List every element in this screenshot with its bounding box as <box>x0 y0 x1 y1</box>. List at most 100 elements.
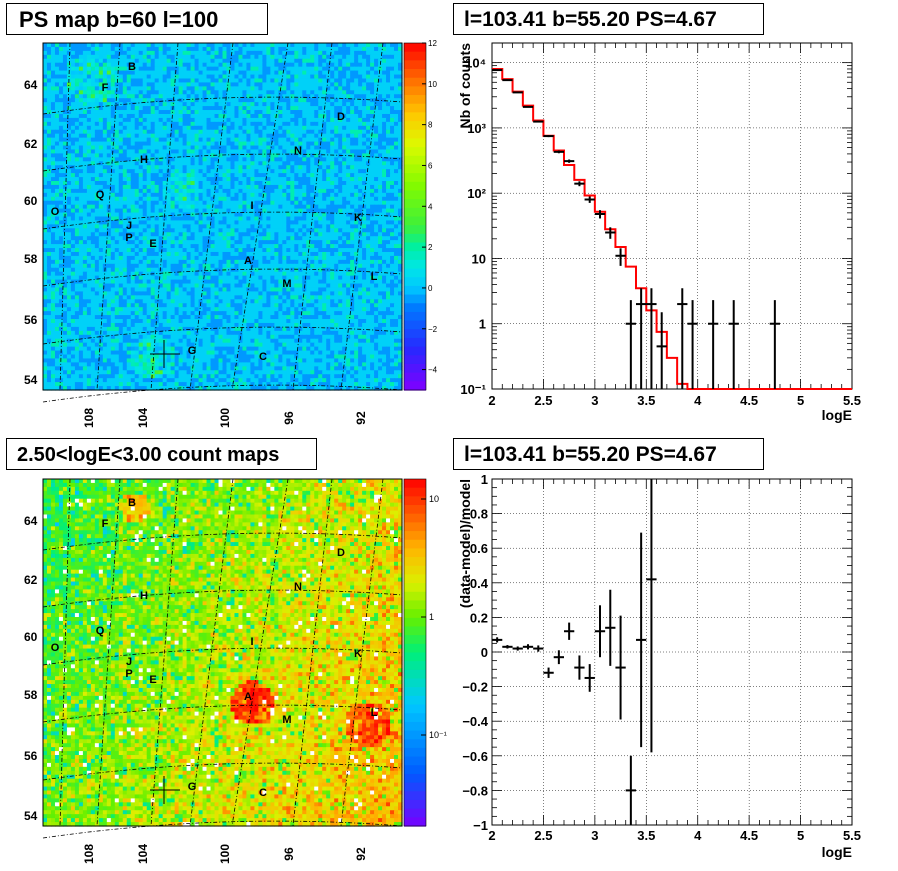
longitude-line <box>96 478 121 827</box>
residual-frame <box>491 478 853 826</box>
x-axis-title: logE <box>822 844 852 860</box>
latitude-line <box>42 647 403 666</box>
map-y-tick-label: 54 <box>24 809 38 823</box>
source-label-b: B <box>128 497 136 509</box>
map-y-tick-label: 64 <box>24 514 38 528</box>
colorbar-segment <box>404 704 426 714</box>
source-label-j: J <box>126 656 132 668</box>
map-x-tick-label: 108 <box>82 844 96 864</box>
residual-point <box>584 664 595 692</box>
residual-point <box>512 646 523 651</box>
residual-point <box>636 532 647 748</box>
latitude-line <box>42 820 403 839</box>
colorbar-segment <box>404 626 426 636</box>
x-tick-label: 4.5 <box>740 828 758 843</box>
source-label-n: N <box>294 581 302 593</box>
source-label-i: I <box>250 636 253 648</box>
colorbar-segment <box>404 652 426 662</box>
colorbar-segment <box>404 635 426 645</box>
y-tick-label: 0 <box>481 645 488 660</box>
y-tick-label: 0.2 <box>470 610 488 625</box>
colorbar-segment <box>404 557 426 567</box>
residual-point <box>594 605 606 658</box>
longitude-line <box>150 478 179 827</box>
residual-point <box>574 655 585 680</box>
colorbar-segment <box>404 687 426 697</box>
y-tick-label: 0.8 <box>470 507 488 522</box>
colorbar-segment <box>404 548 426 558</box>
y-tick-label: −0.6 <box>462 749 488 764</box>
y-tick-label: −0.4 <box>462 714 488 729</box>
y-tick-label: −1 <box>473 818 488 833</box>
x-tick-label: 3 <box>591 828 598 843</box>
latitude-line <box>42 704 403 723</box>
longitude-line <box>340 478 384 827</box>
map-x-tick-label: 104 <box>136 844 150 864</box>
source-label-f: F <box>102 518 109 530</box>
x-tick-label: 3.5 <box>637 828 655 843</box>
colorbar-segment <box>404 617 426 628</box>
colorbar-frame <box>403 478 427 827</box>
map-y-tick-label: 56 <box>24 749 38 763</box>
colorbar-segment <box>404 505 426 515</box>
x-tick-label: 2 <box>488 828 495 843</box>
colorbar-segment <box>404 522 426 532</box>
latitude-line <box>42 589 403 608</box>
source-label-k: K <box>354 648 362 660</box>
latitude-line <box>42 532 403 551</box>
residual-point <box>564 622 575 640</box>
colorbar-segment <box>404 799 426 810</box>
spectrum-title: l=103.41 b=55.20 PS=4.67 <box>453 3 764 35</box>
residual-title: l=103.41 b=55.20 PS=4.67 <box>453 438 764 470</box>
source-label-h: H <box>140 590 148 602</box>
colorbar-segment <box>404 539 426 550</box>
colorbar-tick-label: 10 <box>429 494 439 504</box>
y-tick-label: 0.6 <box>470 541 488 556</box>
residual-point <box>646 479 657 753</box>
x-tick-label: 2.5 <box>534 828 552 843</box>
source-label-p: P <box>125 668 132 680</box>
longitude-line <box>189 478 234 827</box>
x-tick-label: 4 <box>694 828 702 843</box>
colorbar-segment <box>404 747 426 758</box>
residual-point <box>605 589 616 666</box>
source-label-m: M <box>282 714 291 726</box>
colorbar-segment <box>404 756 426 766</box>
count-map-plot: B F D N H Q O I K JP E A M L G C 64 62 60 58 56 54 108 104 100 96… <box>24 478 447 864</box>
residual-point <box>615 615 626 720</box>
longitude-line <box>231 478 289 827</box>
source-label-o: O <box>51 642 60 654</box>
colorbar-segment <box>404 808 426 818</box>
colorbar-segment <box>404 695 426 706</box>
colorbar-segment <box>404 513 426 523</box>
latitude-line <box>42 762 403 781</box>
colorbar-segment <box>404 721 426 732</box>
map-x-tick-label: 96 <box>282 847 296 861</box>
residual-point <box>533 645 544 652</box>
colorbar-segment <box>404 817 426 827</box>
colorbar-segment <box>404 765 426 775</box>
colorbar-segment <box>404 669 426 680</box>
count-map-title: 2.50<logE<3.00 count maps <box>6 438 317 470</box>
colorbar-segment <box>404 791 426 801</box>
colorbar-segment <box>404 496 426 506</box>
colorbar-segment <box>404 713 426 723</box>
map-x-tick-label: 92 <box>354 847 368 861</box>
ps-map-title: PS map b=60 l=100 <box>6 3 268 35</box>
x-tick-label: 5 <box>797 828 804 843</box>
source-label-a: A <box>244 691 252 703</box>
colorbar-segment <box>404 479 426 489</box>
map-y-tick-label: 62 <box>24 573 38 587</box>
colorbar-tick-label: 10⁻¹ <box>429 730 447 740</box>
map-y-tick-label: 60 <box>24 630 38 644</box>
y-tick-label: 1 <box>481 472 488 487</box>
source-label-c: C <box>259 787 267 799</box>
residual-point <box>502 645 513 649</box>
longitude-line <box>59 478 71 827</box>
colorbar-segment <box>404 487 426 497</box>
y-axis-title: (data-model)/model <box>457 479 473 608</box>
colorbar-segment <box>404 531 426 541</box>
colorbar-tick-label: 1 <box>429 612 434 622</box>
map-frame <box>42 478 403 827</box>
y-tick-label: 0.4 <box>470 576 489 591</box>
